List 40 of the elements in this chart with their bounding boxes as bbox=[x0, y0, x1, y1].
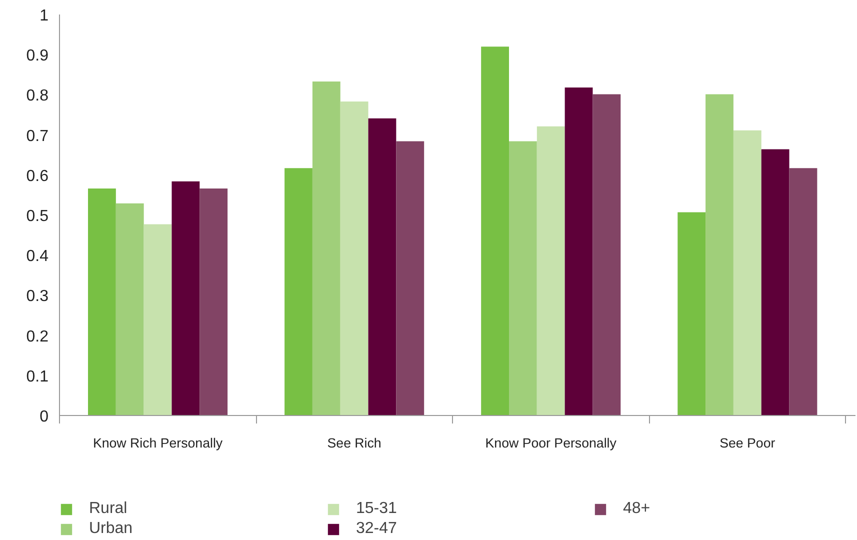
bar bbox=[368, 118, 396, 416]
x-tick-label: Know Rich Personally bbox=[92, 436, 223, 450]
bar bbox=[536, 126, 565, 416]
legend-label: Urban bbox=[89, 520, 134, 538]
bar bbox=[312, 81, 340, 416]
y-tick-label: 0.6 bbox=[26, 168, 49, 185]
bar bbox=[88, 188, 116, 416]
bar bbox=[396, 141, 424, 416]
bar bbox=[706, 94, 734, 416]
bar bbox=[116, 203, 144, 416]
x-tick-label: See Rich bbox=[327, 436, 382, 450]
bar bbox=[284, 168, 312, 416]
bar bbox=[508, 141, 537, 416]
bar bbox=[592, 94, 621, 416]
y-tick-label: 0.4 bbox=[26, 248, 49, 266]
bar bbox=[761, 149, 790, 416]
bar bbox=[340, 102, 368, 416]
bar bbox=[172, 181, 200, 416]
bar bbox=[733, 130, 762, 416]
bar bbox=[200, 188, 228, 416]
x-tick-label: See Poor bbox=[720, 436, 776, 450]
bar bbox=[481, 46, 509, 416]
y-tick-label: 0.9 bbox=[26, 48, 49, 65]
legend-label: 15-31 bbox=[356, 500, 398, 518]
legend-label: Rural bbox=[89, 500, 128, 518]
y-tick-label: 0.8 bbox=[26, 88, 49, 105]
bar bbox=[789, 168, 818, 416]
legend-label: 32-47 bbox=[356, 520, 398, 538]
y-tick-label: 0.1 bbox=[26, 368, 49, 386]
y-tick-label: 0.7 bbox=[26, 128, 49, 145]
x-tick-label: Know Poor Personally bbox=[485, 436, 617, 450]
y-tick-label: 0.2 bbox=[26, 328, 49, 346]
y-tick-label: 0.5 bbox=[26, 208, 49, 225]
y-tick-label: 0 bbox=[40, 408, 49, 426]
bar bbox=[678, 212, 706, 416]
bar bbox=[144, 224, 172, 416]
y-tick-label: 1 bbox=[40, 8, 49, 24]
legend-label: 48+ bbox=[623, 500, 652, 518]
y-tick-label: 0.3 bbox=[26, 288, 49, 306]
bar bbox=[564, 87, 593, 416]
